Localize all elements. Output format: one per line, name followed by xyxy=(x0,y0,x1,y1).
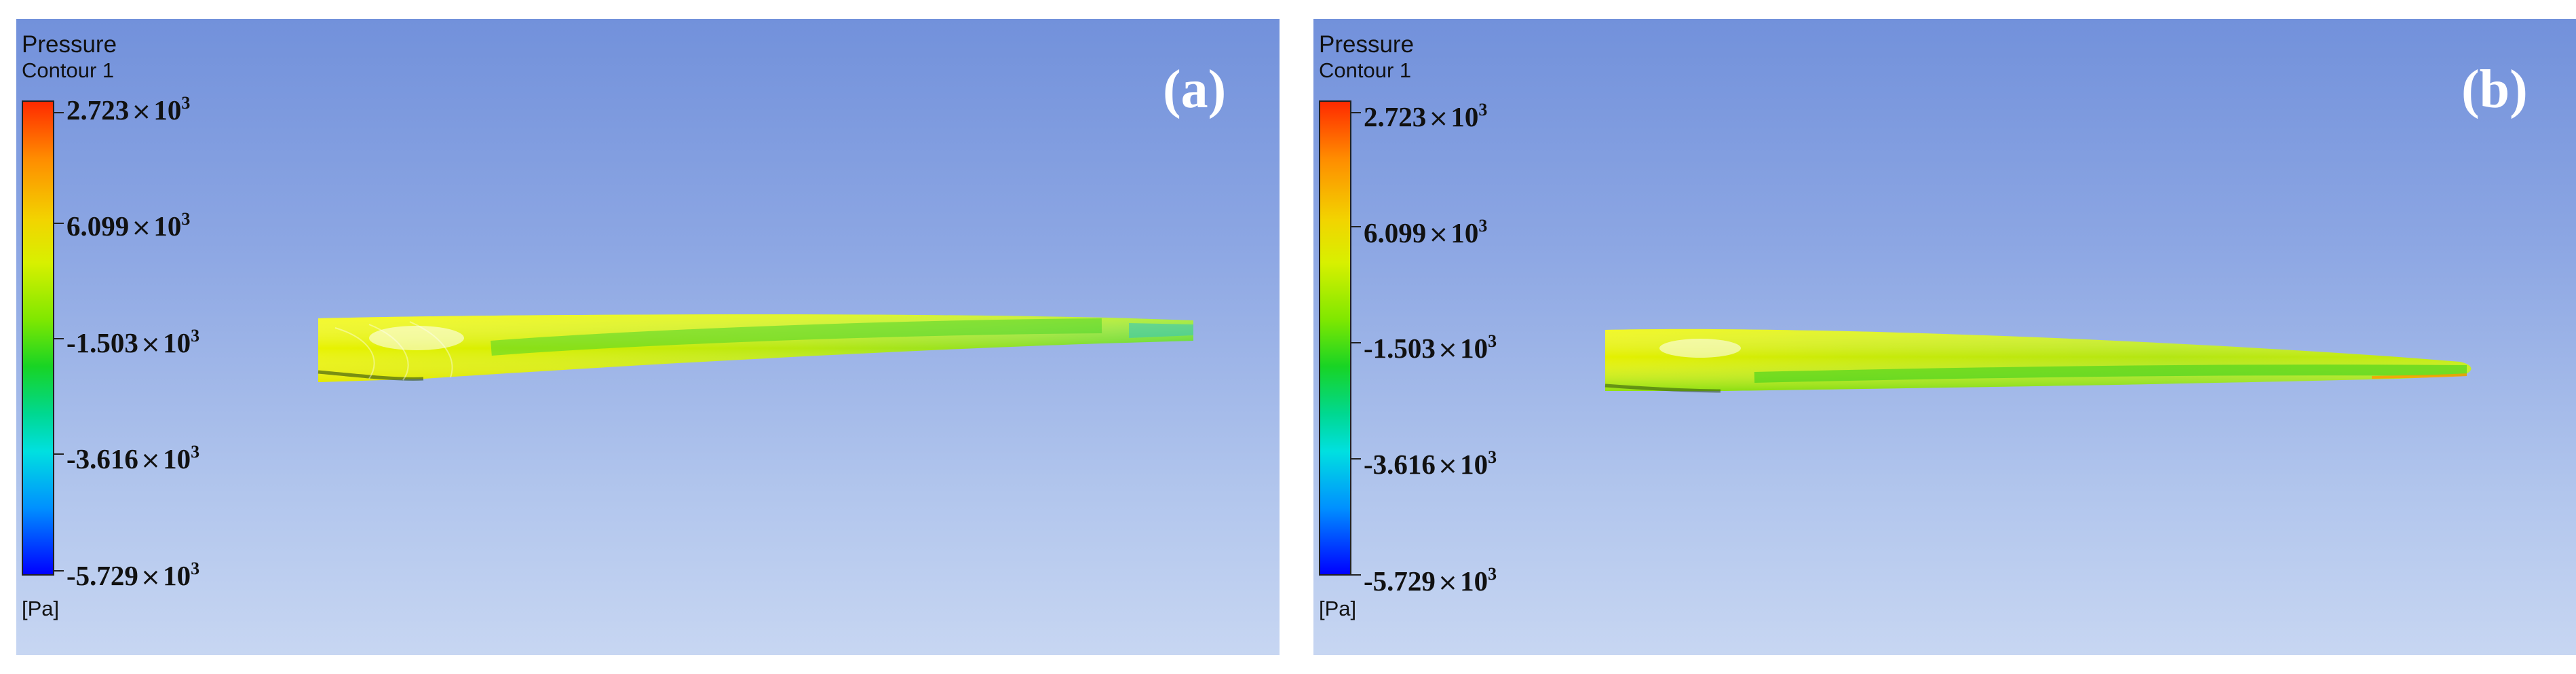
blade-highlight xyxy=(1659,339,1741,358)
blade-root-edge xyxy=(1604,383,1721,393)
tick-label: -1.503×103 xyxy=(66,326,200,358)
tick-label: -3.616×103 xyxy=(1364,447,1497,480)
pressure-colorbar xyxy=(22,100,54,576)
colorbar-tick xyxy=(1351,574,1361,576)
colorbar-tick xyxy=(1351,112,1361,113)
blade-tip-region xyxy=(1129,323,1193,338)
panel-label: (a) xyxy=(1163,60,1227,119)
pressure-colorbar xyxy=(1319,100,1351,576)
colorbar-tick xyxy=(54,338,64,339)
tick-label: -3.616×103 xyxy=(66,442,200,474)
blade-highlight xyxy=(369,326,464,350)
colorbar-tick xyxy=(1351,226,1361,227)
blade-contour-a xyxy=(318,314,1193,382)
tick-label: 6.099×103 xyxy=(66,209,191,242)
legend-title: Pressure xyxy=(22,31,117,58)
tick-label-max: 2.723×103 xyxy=(1364,100,1488,132)
colorbar-tick xyxy=(54,570,64,572)
colorbar-tick xyxy=(54,453,64,455)
blade-green-band xyxy=(491,318,1102,356)
blade-contour-b xyxy=(1604,329,2472,393)
tick-label: 6.099×103 xyxy=(1364,216,1488,248)
legend-subtitle: Contour 1 xyxy=(22,58,115,82)
legend-unit: [Pa] xyxy=(22,597,60,620)
blade-shading xyxy=(1605,329,2472,391)
colorbar-tick xyxy=(54,223,64,224)
tick-label-min: -5.729×103 xyxy=(1364,564,1497,597)
blade-trailing-edge xyxy=(2371,373,2467,379)
legend-subtitle: Contour 1 xyxy=(1319,58,1412,82)
tick-label-min: -5.729×103 xyxy=(66,559,200,591)
colorbar-tick xyxy=(1351,458,1361,460)
legend-unit: [Pa] xyxy=(1319,597,1357,620)
tick-label-max: 2.723×103 xyxy=(66,93,191,126)
colorbar-tick xyxy=(54,112,64,113)
blade-root-edge xyxy=(318,370,424,381)
legend-title: Pressure xyxy=(1319,31,1415,58)
panel-label: (b) xyxy=(2461,60,2528,119)
contour-lines xyxy=(334,321,453,381)
contour-panel-b: Pressure Contour 1 2.723×103 6.099×103 -… xyxy=(1313,19,2576,655)
blade-green-band xyxy=(1754,364,2467,383)
contour-panel-a: Pressure Contour 1 2.723×103 6.099×103 -… xyxy=(16,19,1280,655)
tick-label: -1.503×103 xyxy=(1364,331,1497,364)
colorbar-tick xyxy=(1351,342,1361,343)
